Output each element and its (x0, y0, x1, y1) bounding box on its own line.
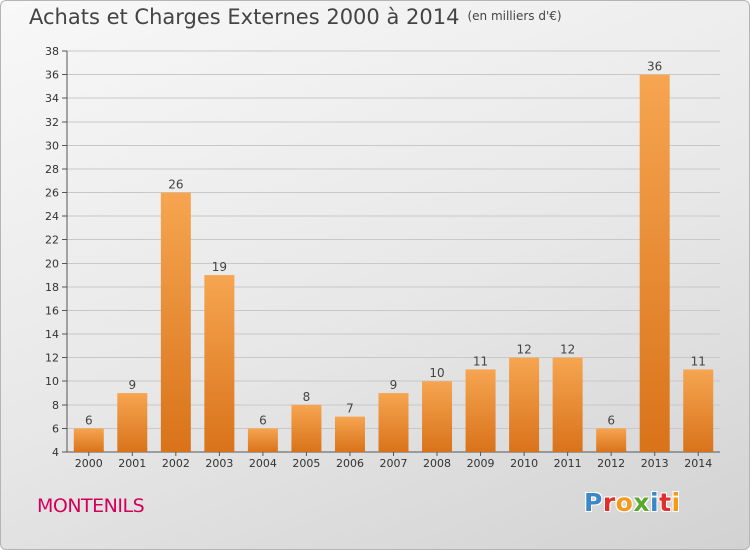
bar (73, 428, 104, 452)
logo-letter: i (650, 488, 660, 517)
x-tick-label: 2003 (205, 457, 233, 470)
y-tick-label: 24 (45, 210, 59, 223)
data-label: 19 (212, 260, 227, 274)
data-label: 11 (473, 354, 488, 368)
y-tick-label: 22 (45, 234, 59, 247)
data-label: 9 (128, 378, 136, 392)
y-tick-label: 18 (45, 281, 59, 294)
x-tick-label: 2010 (510, 457, 538, 470)
y-tick-label: 30 (45, 139, 59, 152)
y-tick-label: 26 (45, 187, 59, 200)
x-tick-label: 2005 (292, 457, 320, 470)
proxiti-logo: Proxiti (584, 488, 681, 517)
bar (639, 74, 670, 453)
bar (509, 357, 540, 452)
y-tick-label: 28 (45, 163, 59, 176)
bar (552, 357, 583, 452)
y-tick-label: 12 (45, 352, 59, 365)
y-tick-label: 38 (45, 45, 59, 58)
bar (160, 192, 191, 452)
bar (291, 404, 322, 452)
x-tick-label: 2006 (336, 457, 364, 470)
x-tick-label: 2002 (162, 457, 190, 470)
y-tick-label: 32 (45, 116, 59, 129)
logo-letter: i (671, 488, 681, 517)
bar (247, 428, 278, 452)
data-label: 8 (303, 390, 311, 404)
bar (596, 428, 627, 452)
data-label: 9 (390, 378, 398, 392)
x-tick-label: 2014 (684, 457, 712, 470)
data-label: 12 (560, 343, 575, 357)
bar (204, 275, 235, 452)
y-tick-label: 34 (45, 92, 59, 105)
data-label: 11 (691, 354, 706, 368)
x-tick-label: 2009 (467, 457, 495, 470)
commune-name: MONTENILS (37, 495, 145, 517)
data-label: 6 (607, 413, 615, 427)
bar (334, 416, 365, 452)
x-tick-label: 2001 (118, 457, 146, 470)
data-label: 10 (429, 366, 444, 380)
y-tick-label: 4 (52, 446, 59, 459)
x-tick-label: 2007 (380, 457, 408, 470)
x-tick-label: 2004 (249, 457, 277, 470)
logo-letter: o (615, 488, 634, 517)
bar (683, 369, 714, 452)
chart-title: Achats et Charges Externes 2000 à 2014 (e… (29, 5, 562, 29)
y-tick-label: 20 (45, 257, 59, 270)
y-tick-label: 36 (45, 69, 59, 82)
logo-letter: P (584, 488, 603, 517)
logo-letter: r (602, 488, 616, 517)
data-label: 6 (259, 413, 267, 427)
y-tick-label: 8 (52, 399, 59, 412)
y-tick-label: 10 (45, 375, 59, 388)
logo-letter: x (633, 488, 650, 517)
bar (465, 369, 496, 452)
data-label: 36 (647, 60, 662, 74)
data-label: 7 (346, 402, 354, 416)
bar (117, 393, 148, 452)
data-label: 12 (516, 343, 531, 357)
x-tick-label: 2011 (554, 457, 582, 470)
title-unit: (en milliers d'€) (467, 9, 562, 23)
bar (378, 393, 409, 452)
x-tick-label: 2013 (641, 457, 669, 470)
logo-letter: t (659, 488, 672, 517)
data-label: 26 (168, 178, 183, 192)
y-tick-label: 16 (45, 304, 59, 317)
x-tick-label: 2000 (75, 457, 103, 470)
data-label: 6 (85, 413, 93, 427)
title-text: Achats et Charges Externes 2000 à 2014 (29, 5, 460, 29)
x-tick-label: 2012 (597, 457, 625, 470)
y-tick-label: 14 (45, 328, 59, 341)
bar (422, 381, 453, 452)
x-tick-label: 2008 (423, 457, 451, 470)
y-tick-label: 6 (52, 422, 59, 435)
